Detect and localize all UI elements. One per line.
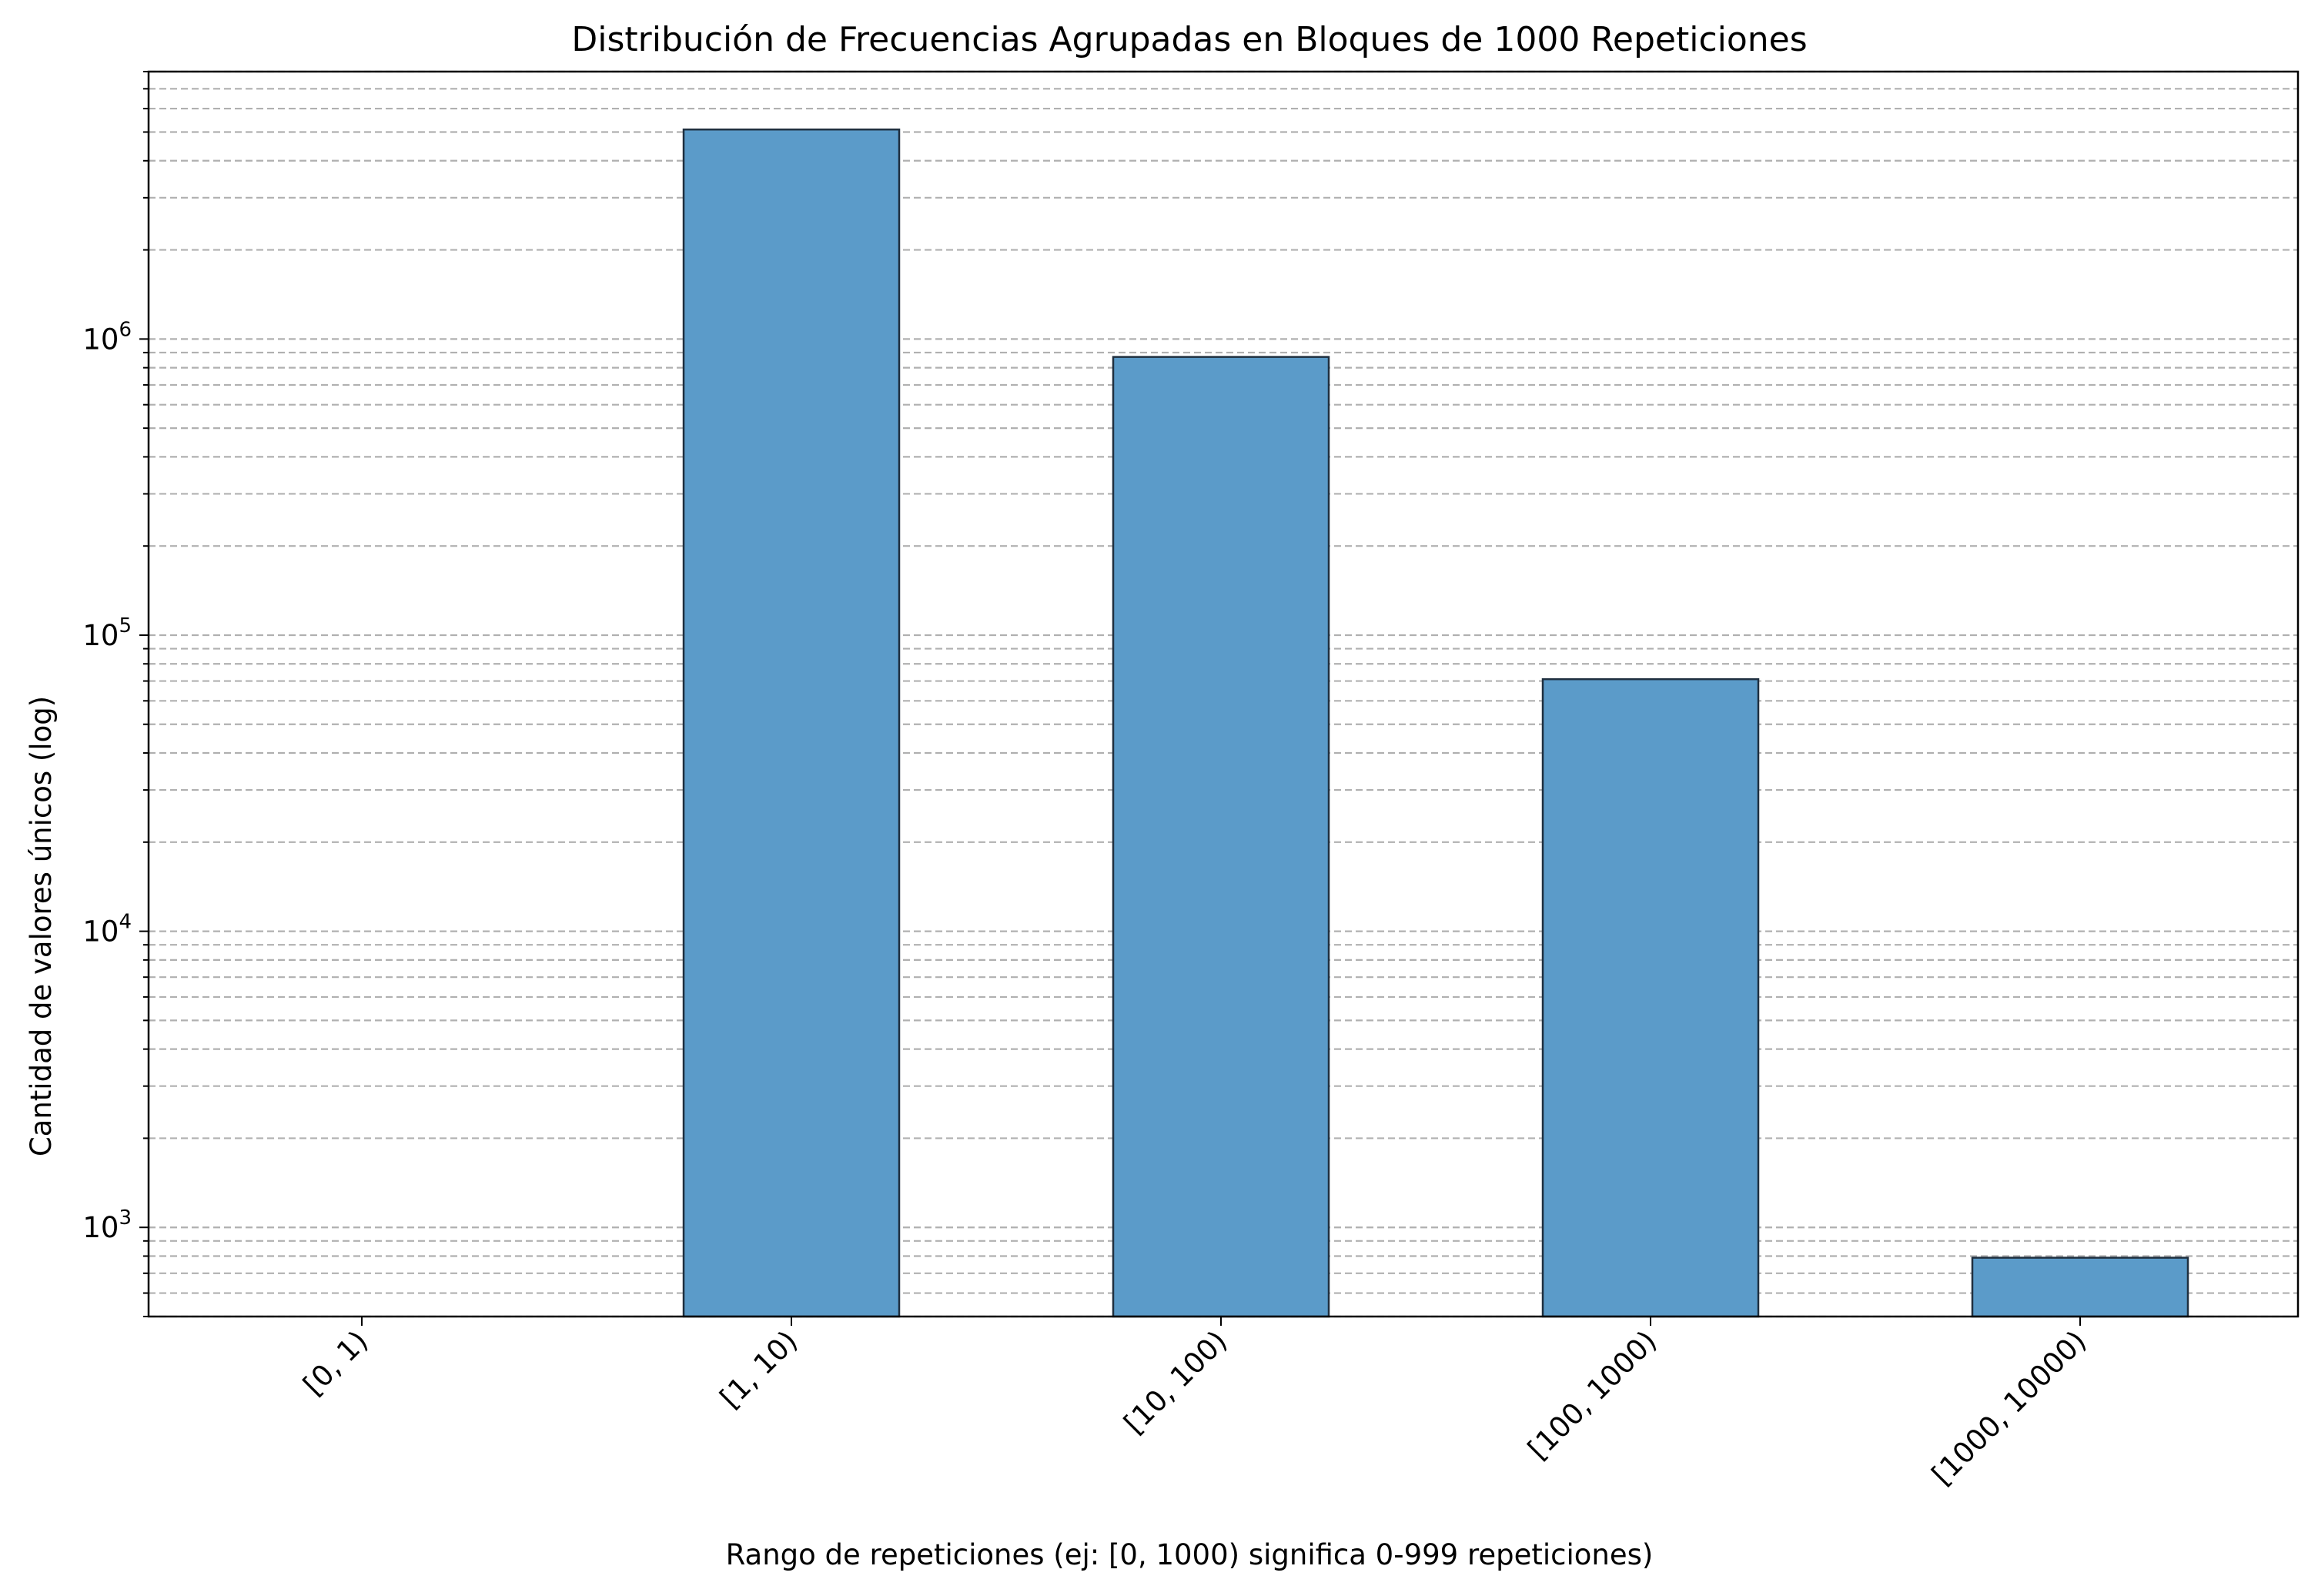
y-tick-label-base: 10: [82, 1211, 119, 1244]
x-tick-label: [1, 10): [714, 1324, 804, 1414]
bar: [1971, 1256, 2189, 1318]
x-tick-label: [1000, 10000): [1925, 1324, 2092, 1491]
y-tick-label: 104: [82, 911, 132, 949]
x-tick-label: [10, 100): [1118, 1324, 1234, 1440]
bars: [682, 128, 2189, 1318]
y-tick-label-exponent: 3: [119, 1206, 132, 1230]
y-tick-label-base: 10: [82, 323, 119, 356]
plot-frame: [147, 70, 2300, 1318]
y-axis-label: Cantidad de valores únicos (log): [25, 696, 58, 1156]
y-tick-label: 105: [82, 614, 132, 652]
bar: [1541, 678, 1760, 1318]
x-tick-label: [100, 1000): [1521, 1324, 1663, 1466]
x-axis-label: Rango de repeticiones (ej: [0, 1000) sig…: [726, 1538, 1654, 1571]
chart-title: Distribución de Frecuencias Agrupadas en…: [571, 20, 1807, 59]
bar: [1112, 356, 1330, 1318]
y-tick-label-exponent: 6: [119, 318, 132, 341]
x-tick-label: [0, 1): [297, 1324, 375, 1402]
y-tick-label-base: 10: [82, 915, 119, 949]
x-axis-ticks: [0, 1) [1, 10) [10, 100) [100, 1000) [1000, …: [297, 1317, 2092, 1491]
y-tick-label: 106: [82, 318, 132, 356]
y-tick-label: 103: [82, 1206, 132, 1244]
y-tick-label-exponent: 5: [119, 614, 132, 637]
y-tick-label-exponent: 4: [119, 911, 132, 934]
grid-lines: [139, 70, 2298, 1318]
y-tick-label-base: 10: [82, 619, 119, 652]
bar: [682, 128, 901, 1318]
